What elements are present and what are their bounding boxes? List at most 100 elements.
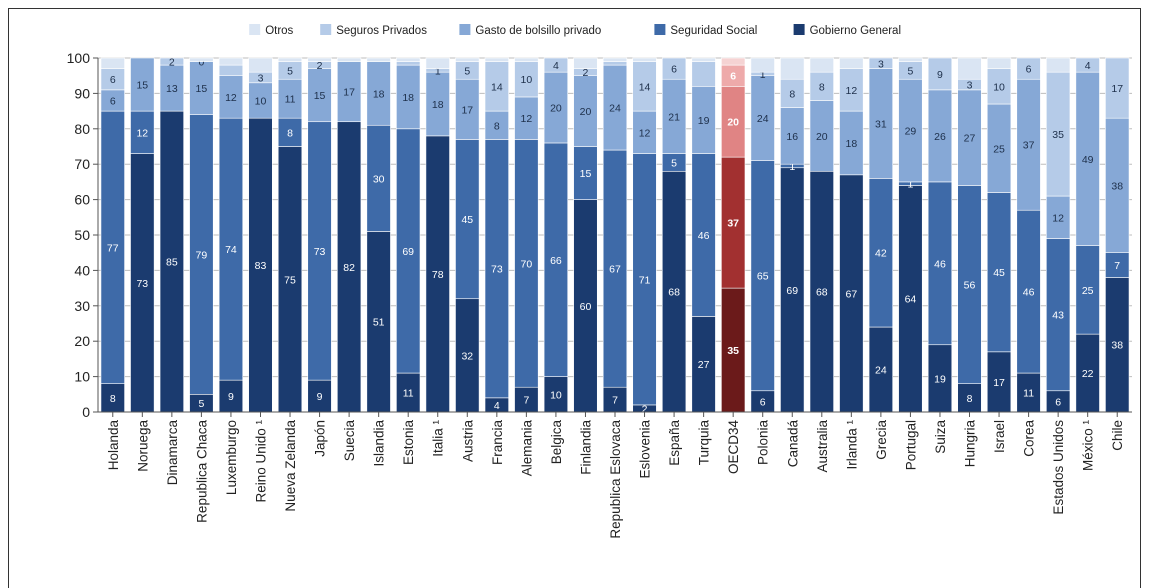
data-label: 11 — [285, 94, 296, 106]
data-label: 7 — [1114, 260, 1120, 272]
data-label: 12 — [639, 127, 651, 139]
bar-segment — [602, 61, 628, 66]
y-tick-label: 70 — [74, 156, 90, 172]
data-label: 51 — [373, 317, 385, 329]
data-label: 6 — [110, 95, 116, 107]
data-label: 6 — [110, 74, 116, 86]
legend-label: Otros — [265, 25, 293, 37]
bar-segment — [336, 57, 362, 62]
data-label: 38 — [1111, 340, 1123, 352]
data-label: 6 — [1055, 396, 1061, 408]
data-label: 10 — [255, 95, 267, 107]
data-label: 0 — [198, 57, 204, 69]
data-label: 30 — [373, 173, 385, 185]
bar-segment — [750, 57, 775, 73]
x-tick-label: OECD34 — [726, 420, 741, 475]
y-tick-label: 10 — [74, 369, 90, 385]
data-label: 25 — [1082, 285, 1094, 297]
data-label: 27 — [698, 359, 710, 371]
bar-segment — [396, 57, 421, 62]
bar-segment — [661, 57, 687, 80]
x-tick-label: Portugal — [903, 420, 918, 470]
data-label: 46 — [698, 230, 710, 242]
x-tick-label: Holanda — [106, 420, 121, 471]
legend-swatch — [459, 24, 471, 35]
data-label: 85 — [166, 257, 178, 269]
data-label: 66 — [550, 255, 562, 267]
x-tick-label: Italia ¹ — [431, 419, 446, 456]
data-label: 20 — [816, 131, 828, 143]
x-tick-label: Republica Eslovaca — [608, 420, 623, 539]
y-tick-label: 20 — [74, 333, 90, 349]
data-label: 6 — [760, 396, 766, 408]
data-label: 1 — [908, 179, 914, 191]
data-label: 43 — [1052, 310, 1064, 322]
data-label: 20 — [580, 106, 592, 118]
data-label: 68 — [816, 287, 828, 299]
data-label: 10 — [993, 81, 1005, 93]
bar-segment — [602, 57, 628, 62]
bar-segment — [189, 57, 214, 62]
data-label: 8 — [789, 88, 795, 100]
y-tick-label: 50 — [74, 227, 90, 243]
bar-segment — [100, 57, 125, 69]
legend-label: Gobierno General — [810, 25, 901, 37]
data-label: 37 — [1023, 140, 1035, 152]
x-tick-label: Irlanda ¹ — [844, 420, 859, 470]
data-label: 20 — [727, 117, 739, 129]
bar-segment — [927, 57, 953, 91]
data-label: 65 — [757, 271, 769, 283]
data-label: 29 — [905, 126, 917, 138]
data-label: 7 — [523, 395, 529, 407]
data-label: 49 — [1082, 154, 1094, 166]
bar-segment — [484, 57, 509, 62]
y-tick-label: 0 — [82, 404, 90, 420]
data-label: 8 — [110, 393, 116, 405]
data-label: 24 — [757, 113, 769, 125]
legend-label: Seguridad Social — [670, 25, 757, 37]
bar-segment — [396, 61, 421, 66]
legend-label: Gasto de bolsillo privado — [475, 25, 601, 37]
x-tick-label: Turquia — [697, 420, 712, 466]
bar-segment — [277, 57, 303, 62]
bar-segment — [1105, 57, 1130, 119]
data-label: 8 — [494, 120, 500, 132]
data-label: 5 — [671, 157, 677, 169]
y-tick-label: 100 — [67, 50, 91, 66]
data-label: 12 — [225, 92, 237, 104]
data-label: 16 — [786, 131, 798, 143]
bar-segment — [868, 57, 894, 69]
data-label: 69 — [786, 285, 798, 297]
data-label: 7 — [612, 395, 618, 407]
x-tick-label: México ¹ — [1081, 420, 1096, 472]
data-label: 12 — [136, 127, 148, 139]
bar-segment — [366, 57, 391, 62]
bar-segment — [1016, 57, 1041, 80]
x-tick-label: Islandia — [372, 420, 387, 467]
data-label: 18 — [373, 88, 385, 100]
bar-segment — [839, 57, 864, 69]
data-label: 73 — [136, 278, 148, 290]
x-tick-label: Suecia — [342, 420, 357, 462]
data-label: 82 — [343, 262, 355, 274]
bar-segment — [307, 57, 332, 62]
x-tick-label: Austria — [460, 420, 475, 463]
x-tick-label: Francia — [490, 420, 505, 466]
bar-segment — [1075, 57, 1100, 73]
x-tick-label: Reino Unido ¹ — [253, 420, 268, 503]
bar-segment — [1046, 57, 1071, 73]
x-tick-label: Chile — [1110, 420, 1125, 451]
data-label: 20 — [550, 103, 562, 115]
bar-segment — [898, 57, 923, 62]
data-label: 17 — [1111, 83, 1123, 95]
data-label: 45 — [993, 267, 1005, 279]
legend-label: Seguros Privados — [336, 25, 427, 37]
data-label: 35 — [727, 345, 739, 357]
data-label: 14 — [491, 81, 503, 93]
x-tick-label: Luxemburgo — [224, 420, 239, 495]
data-label: 32 — [461, 350, 473, 362]
data-label: 9 — [937, 69, 943, 81]
data-label: 13 — [166, 83, 178, 95]
data-label: 35 — [1052, 129, 1064, 141]
data-label: 8 — [819, 81, 825, 93]
